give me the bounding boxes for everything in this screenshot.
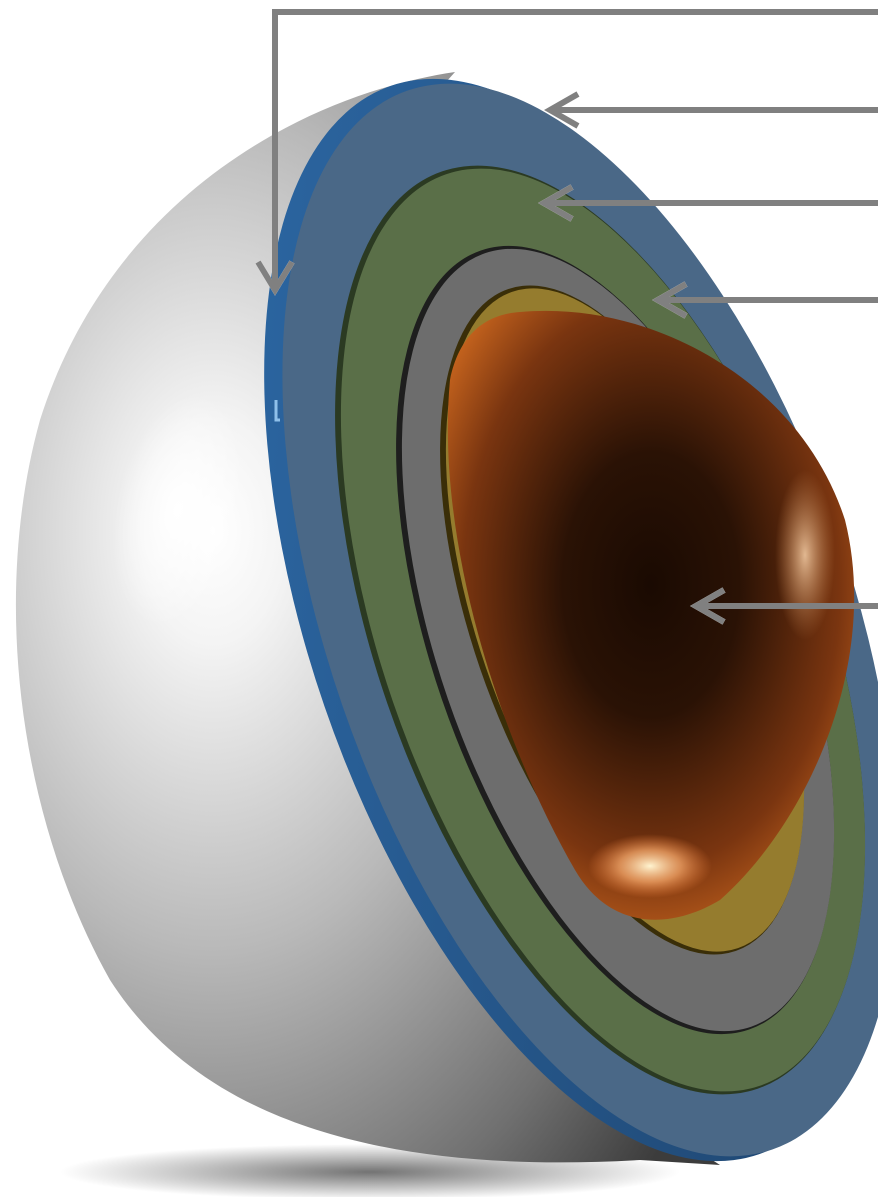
arrow-green-ring-head [537,184,574,222]
core-layer-icon [447,310,855,920]
arrow-core-head [689,587,726,625]
arrow-shell [272,9,878,288]
arrow-gray-ring-head [651,281,688,319]
core-rim-highlight [775,470,835,640]
shell-highlight [112,393,244,627]
callout-arrows [255,9,878,625]
arrow-blue-ring-head [543,91,580,129]
core-glow [588,834,712,898]
arrow-shell-head [255,260,295,296]
